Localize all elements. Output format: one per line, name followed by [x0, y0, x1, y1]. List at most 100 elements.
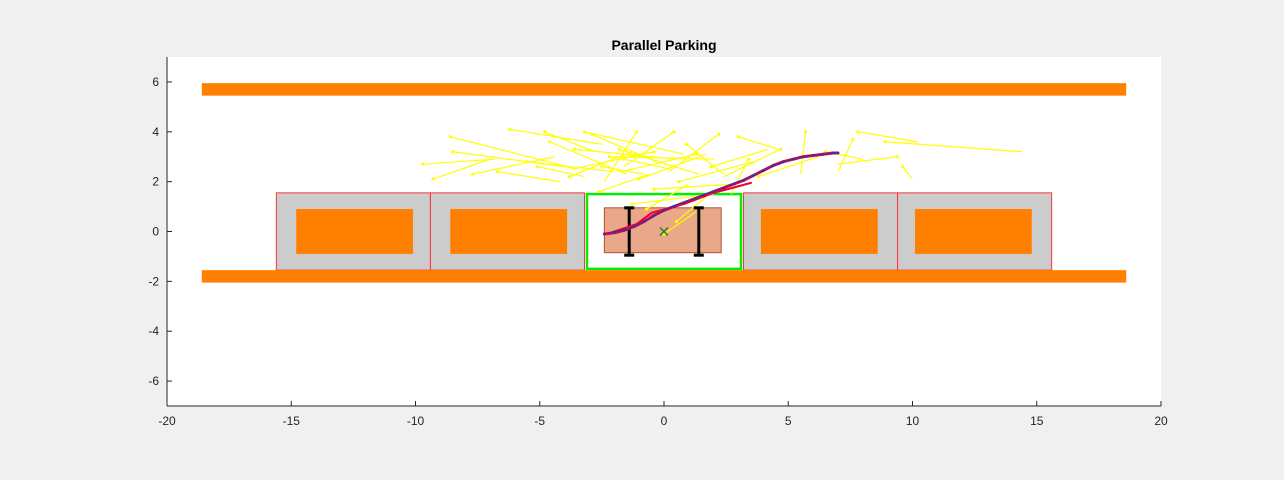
tree-edge-5	[452, 151, 565, 168]
tree-node-39	[756, 175, 761, 179]
x-tick-label-7: 15	[1030, 414, 1044, 428]
tree-node-11	[600, 165, 604, 169]
tree-edge-3	[422, 158, 496, 165]
y-tick-label-0: -6	[148, 374, 159, 388]
tree-edge-9	[584, 131, 685, 155]
y-tick-label-3: 0	[152, 225, 159, 239]
y-tick-label-5: 4	[152, 125, 159, 139]
tree-node-6	[543, 130, 547, 134]
path-point-13	[732, 182, 735, 186]
x-tick-label-4: 0	[661, 414, 668, 428]
path-point-0	[602, 232, 606, 236]
tree-edge-33	[654, 183, 734, 190]
tree-node-16	[672, 130, 676, 134]
parked-car-1	[450, 209, 568, 254]
tree-edge-38	[638, 153, 707, 180]
tree-node-22	[779, 147, 783, 151]
tree-node-12	[617, 147, 621, 151]
path-point-4	[642, 220, 646, 223]
parked-car-3	[914, 209, 1032, 254]
path-point-18	[781, 160, 785, 164]
path-point-14	[742, 178, 745, 182]
path-point-20	[801, 155, 805, 159]
path-point-1	[612, 231, 616, 235]
tree-node-15	[652, 150, 656, 154]
path-point-3	[632, 225, 636, 228]
tree-edge-25	[857, 131, 918, 143]
curb-1	[201, 270, 1127, 283]
x-tick-label-3: -5	[534, 414, 545, 428]
tree-node-21	[746, 157, 751, 161]
path-point-24	[836, 151, 840, 155]
tree-edge-22	[723, 148, 782, 178]
y-tick-label-4: 2	[152, 175, 159, 189]
tree-node-23	[804, 130, 808, 134]
x-tick-label-0: -20	[158, 414, 176, 428]
tree-node-30	[645, 207, 649, 211]
tree-node-33	[652, 187, 656, 191]
path-point-23	[831, 151, 835, 155]
tree-edge-43	[599, 173, 650, 193]
y-tick-label-6: 6	[152, 75, 159, 89]
tree-node-25	[856, 130, 860, 134]
chart-title: Parallel Parking	[611, 37, 716, 53]
path-point-21	[811, 154, 815, 157]
tree-edge-39	[758, 156, 819, 178]
x-tick-label-2: -10	[407, 414, 425, 428]
tree-node-26	[883, 140, 887, 144]
tree-edge-34	[711, 148, 769, 168]
y-tick-label-2: -2	[148, 274, 159, 288]
tree-edge-41	[569, 151, 632, 178]
curb-0	[201, 83, 1127, 96]
tree-edge-30	[646, 183, 690, 210]
tree-node-5	[451, 150, 455, 154]
tree-node-9	[582, 130, 587, 134]
chart-marks	[201, 83, 1127, 283]
tree-edge-18	[621, 153, 697, 173]
tree-node-41	[567, 175, 572, 179]
tree-edge-27	[837, 156, 898, 165]
tree-edge-11	[601, 166, 645, 175]
tree-node-24	[851, 137, 855, 141]
path-point-2	[622, 228, 626, 232]
tree-edge-42	[678, 161, 754, 183]
tree-node-37	[495, 170, 500, 174]
path-point-7	[672, 205, 676, 208]
tree-node-31	[674, 219, 679, 224]
path-blue	[608, 152, 839, 234]
x-tick-label-8: 20	[1154, 414, 1168, 428]
tree-edge-28	[902, 166, 913, 180]
tree-edge-20	[738, 136, 779, 150]
tree-edge-16	[623, 131, 675, 168]
path-point-19	[791, 157, 795, 161]
path-point-12	[722, 186, 726, 190]
tree-node-42	[677, 180, 681, 184]
tree-node-10	[590, 132, 594, 136]
tree-node-1	[508, 127, 512, 131]
tree-node-17	[684, 142, 688, 146]
path-point-15	[752, 174, 755, 177]
path-point-6	[662, 208, 666, 212]
path-point-5	[652, 213, 656, 217]
path-point-17	[771, 164, 775, 167]
tree-node-43	[597, 190, 601, 194]
path-point-8	[682, 201, 686, 205]
tree-node-28	[900, 165, 905, 169]
tree-edge-37	[497, 171, 560, 183]
tree-edge-6	[544, 131, 595, 153]
tree-edge-26	[885, 141, 1022, 153]
x-tick-label-6: 10	[906, 414, 920, 428]
tree-node-34	[709, 165, 713, 169]
tree-node-13	[635, 130, 639, 134]
tree-node-4	[431, 177, 435, 181]
tree-edge-7	[537, 166, 585, 178]
path-point-10	[702, 193, 706, 197]
tree-edge-31	[676, 196, 707, 222]
goal-marker-b	[659, 226, 669, 237]
tree-edge-4	[432, 158, 491, 180]
parked-car-0	[296, 209, 414, 254]
y-tick-label-1: -4	[148, 324, 159, 338]
path-point-22	[821, 152, 825, 156]
